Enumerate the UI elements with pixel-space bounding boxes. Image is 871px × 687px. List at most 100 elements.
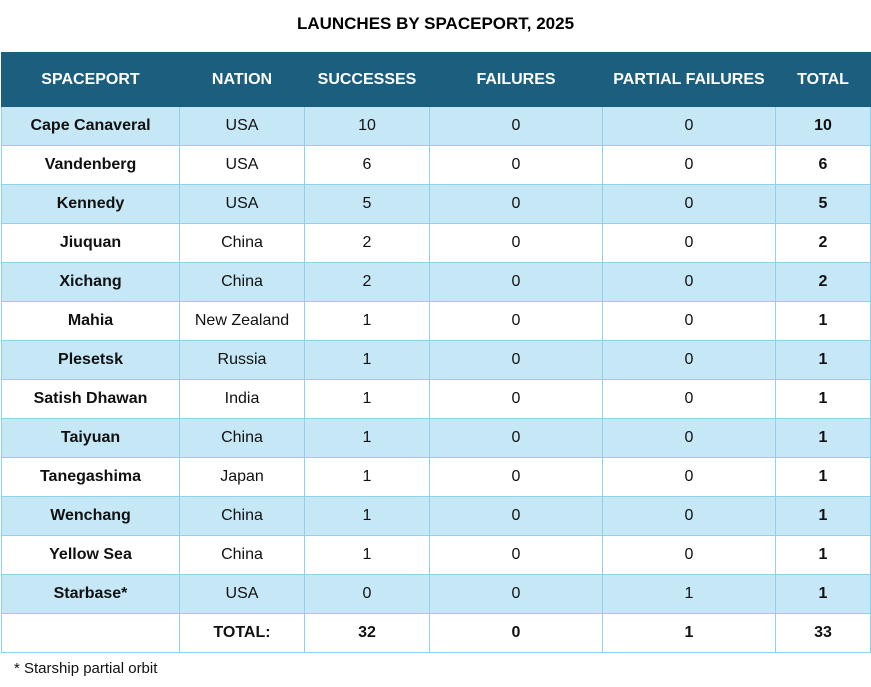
table-cell: 0 (602, 379, 776, 419)
footnote: * Starship partial orbit (14, 660, 158, 677)
table-cell: 1 (775, 574, 871, 614)
table-cell: 5 (775, 184, 871, 224)
table-cell: 6 (304, 145, 430, 185)
table-cell: New Zealand (179, 301, 305, 341)
table-cell: 0 (429, 418, 603, 458)
header-cell: PARTIAL FAILURES (602, 52, 776, 107)
table-row: Yellow Sea China 1 0 0 1 (1, 535, 871, 575)
table-cell: 0 (602, 301, 776, 341)
table-row: Mahia New Zealand 1 0 0 1 (1, 301, 871, 341)
table-cell: 1 (775, 301, 871, 341)
table-cell: Vandenberg (1, 145, 180, 185)
table-cell: 2 (775, 223, 871, 263)
table-cell: 1 (775, 340, 871, 380)
table-cell: China (179, 496, 305, 536)
title: LAUNCHES BY SPACEPORT, 2025 (296, 14, 575, 33)
table-cell: Japan (179, 457, 305, 497)
table-cell: 1 (775, 457, 871, 497)
empty-cell (1, 613, 180, 653)
table-cell: 0 (429, 223, 603, 263)
table-cell: 0 (429, 535, 603, 575)
table-cell: China (179, 535, 305, 575)
totals-row: TOTAL: 32 0 1 33 (1, 613, 871, 653)
table-cell: 1 (304, 457, 430, 497)
table-cell: 0 (429, 457, 603, 497)
table-cell: 0 (429, 145, 603, 185)
table-cell: 1 (775, 379, 871, 419)
table-cell: Jiuquan (1, 223, 180, 263)
header-cell: SPACEPORT (1, 52, 180, 107)
header-cell: SUCCESSES (304, 52, 430, 107)
table-cell: India (179, 379, 305, 419)
table-cell: 0 (602, 262, 776, 302)
table-cell: 5 (304, 184, 430, 224)
table-cell: 1 (775, 535, 871, 575)
table-cell: 0 (602, 535, 776, 575)
totals-cell: 1 (602, 613, 776, 653)
table-cell: 10 (304, 106, 430, 146)
table-cell: Cape Canaveral (1, 106, 180, 146)
table-row: Jiuquan China 2 0 0 2 (1, 223, 871, 263)
table-cell: 2 (304, 262, 430, 302)
table-row: Starbase* USA 0 0 1 1 (1, 574, 871, 614)
table-cell: Satish Dhawan (1, 379, 180, 419)
table-cell: 0 (429, 301, 603, 341)
table-cell: Mahia (1, 301, 180, 341)
table-cell: USA (179, 574, 305, 614)
table-cell: 1 (775, 496, 871, 536)
table-cell: 2 (304, 223, 430, 263)
table-cell: 0 (429, 379, 603, 419)
totals-label: TOTAL: (179, 613, 305, 653)
table-cell: 0 (602, 496, 776, 536)
table-row: Cape Canaveral USA 10 0 0 10 (1, 106, 871, 146)
table-cell: 0 (602, 457, 776, 497)
table-cell: 1 (304, 535, 430, 575)
table-cell: 1 (304, 340, 430, 380)
launch-table: SPACEPORT NATION SUCCESSES FAILURES PARTIAL … (1, 52, 871, 653)
table-row: Xichang China 2 0 0 2 (1, 262, 871, 302)
table-row: Kennedy USA 5 0 0 5 (1, 184, 871, 224)
table-cell: 2 (775, 262, 871, 302)
table-cell: 0 (602, 106, 776, 146)
table-cell: 1 (304, 301, 430, 341)
header-row: SPACEPORT NATION SUCCESSES FAILURES PARTIAL … (1, 52, 871, 107)
table-cell: Kennedy (1, 184, 180, 224)
table-cell: Russia (179, 340, 305, 380)
table-row: Tanegashima Japan 1 0 0 1 (1, 457, 871, 497)
table-row: Wenchang China 1 0 0 1 (1, 496, 871, 536)
table-cell: 0 (304, 574, 430, 614)
totals-cell: 32 (304, 613, 430, 653)
table-cell: 0 (429, 184, 603, 224)
table-row: Satish Dhawan India 1 0 0 1 (1, 379, 871, 419)
table-cell: USA (179, 145, 305, 185)
table-cell: Yellow Sea (1, 535, 180, 575)
table-cell: 1 (775, 418, 871, 458)
totals-cell: 0 (429, 613, 603, 653)
header-cell: FAILURES (429, 52, 603, 107)
table-cell: 0 (602, 340, 776, 380)
table-cell: USA (179, 106, 305, 146)
table-cell: Xichang (1, 262, 180, 302)
table-cell: 1 (304, 496, 430, 536)
table-cell: 1 (304, 418, 430, 458)
table-cell: 6 (775, 145, 871, 185)
table-cell: 0 (602, 145, 776, 185)
table-row: Taiyuan China 1 0 0 1 (1, 418, 871, 458)
table-cell: Tanegashima (1, 457, 180, 497)
table-row: Vandenberg USA 6 0 0 6 (1, 145, 871, 185)
table-cell: 0 (429, 262, 603, 302)
table-cell: 10 (775, 106, 871, 146)
table-row: Plesetsk Russia 1 0 0 1 (1, 340, 871, 380)
totals-cell: 33 (775, 613, 871, 653)
table-cell: 0 (429, 340, 603, 380)
table-cell: 0 (429, 106, 603, 146)
table-cell: 1 (304, 379, 430, 419)
table-cell: China (179, 223, 305, 263)
table-cell: 0 (429, 574, 603, 614)
table-cell: 0 (429, 496, 603, 536)
table-cell: Plesetsk (1, 340, 180, 380)
table-cell: 0 (602, 184, 776, 224)
table-cell: USA (179, 184, 305, 224)
table-cell: 1 (602, 574, 776, 614)
